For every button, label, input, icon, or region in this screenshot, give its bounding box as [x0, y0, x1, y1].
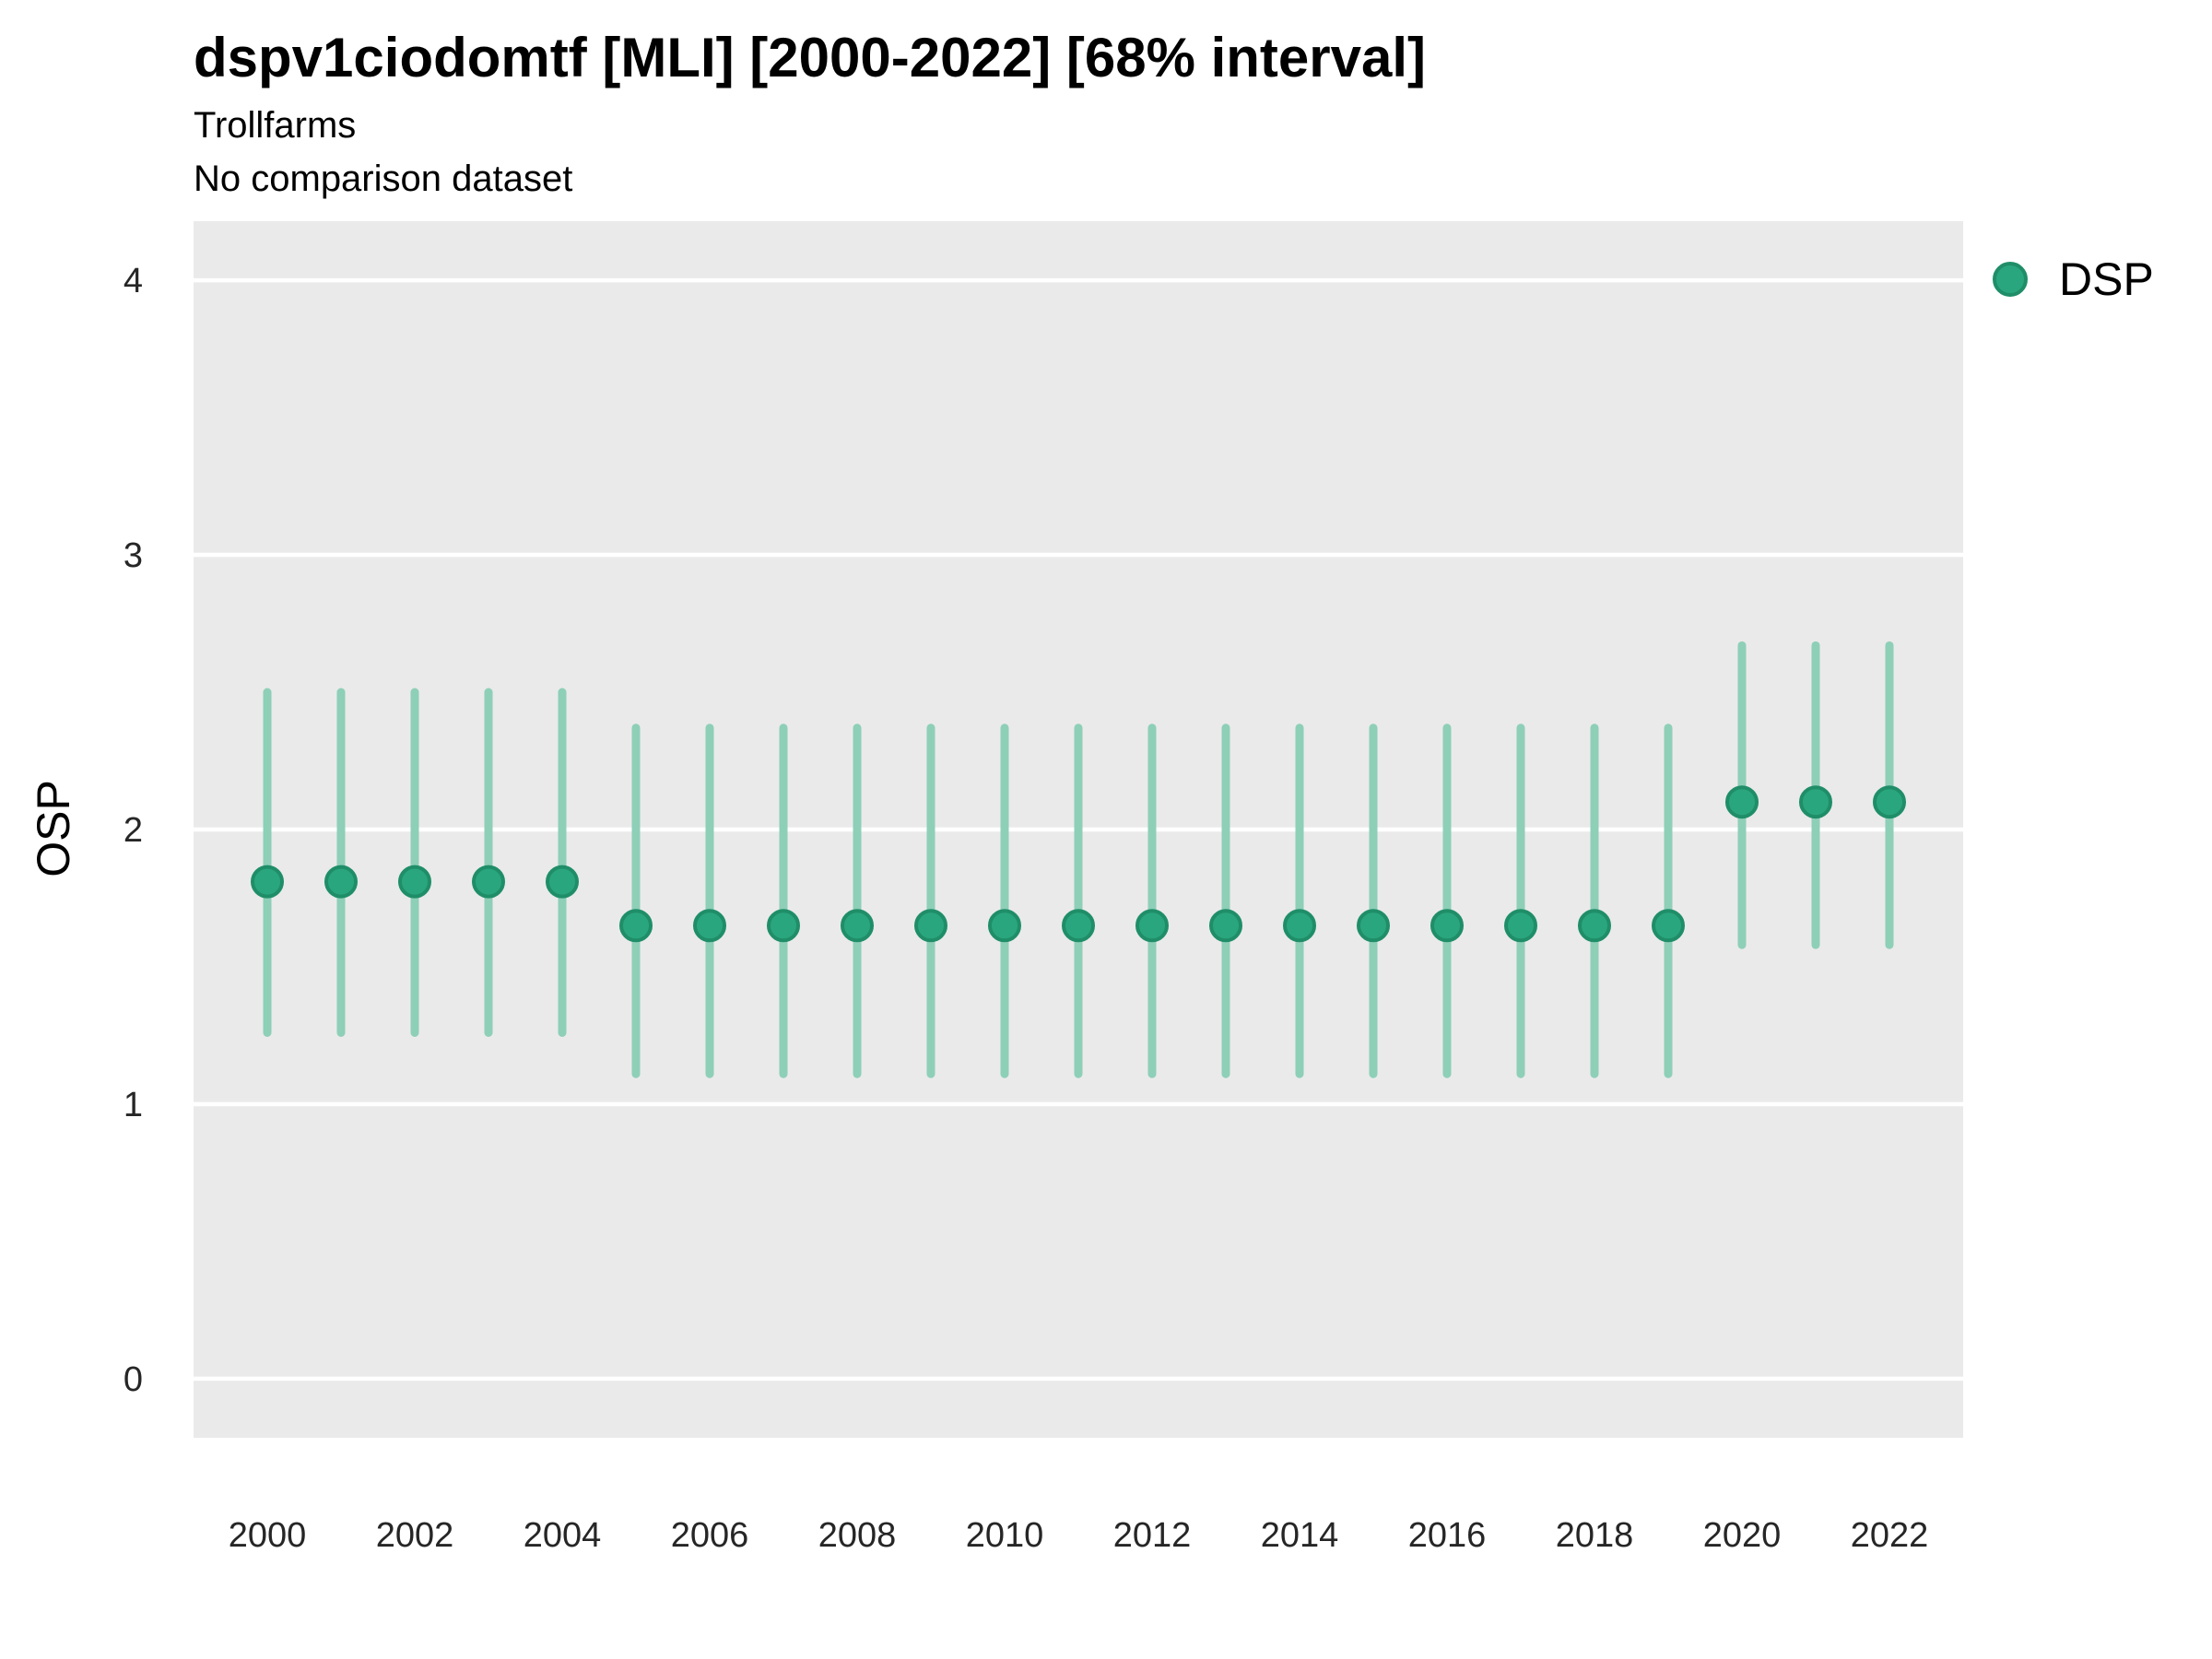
y-tick-label: 2 [124, 811, 143, 850]
x-tick-label: 2004 [524, 1516, 602, 1555]
point-marker-2012 [1135, 909, 1169, 943]
legend: DSP [1993, 256, 2154, 302]
point-marker-2020 [1725, 785, 1759, 819]
x-tick-label: 2020 [1703, 1516, 1782, 1555]
chart-title: dspv1ciodomtf [MLI] [2000-2022] [68% int… [194, 27, 1427, 88]
x-tick-label: 2018 [1556, 1516, 1634, 1555]
y-tick-label: 0 [124, 1360, 143, 1399]
point-marker-2018 [1578, 909, 1611, 943]
point-marker-2006 [693, 909, 726, 943]
point-marker-2016 [1430, 909, 1464, 943]
point-marker-2004 [546, 865, 579, 899]
point-marker-2014 [1283, 909, 1316, 943]
x-tick-label: 2014 [1261, 1516, 1339, 1555]
x-tick-label: 2006 [671, 1516, 749, 1555]
point-marker-2011 [1062, 909, 1095, 943]
x-tick-label: 2016 [1408, 1516, 1487, 1555]
point-marker-2017 [1504, 909, 1537, 943]
point-marker-2005 [619, 909, 653, 943]
point-marker-2007 [767, 909, 800, 943]
point-marker-2002 [398, 865, 431, 899]
point-marker-2009 [914, 909, 947, 943]
x-tick-label: 2002 [376, 1516, 454, 1555]
x-tick-label: 2000 [229, 1516, 307, 1555]
point-marker-2003 [472, 865, 505, 899]
point-marker-2000 [251, 865, 284, 899]
legend-label: DSP [2059, 253, 2154, 305]
point-marker-2019 [1652, 909, 1685, 943]
x-tick-label: 2022 [1851, 1516, 1929, 1555]
point-marker-2013 [1209, 909, 1242, 943]
y-tick-label: 1 [124, 1086, 143, 1124]
y-tick-label: 4 [124, 262, 143, 300]
chart-subtitle: Trollfarms [194, 105, 357, 146]
x-tick-label: 2008 [818, 1516, 897, 1555]
point-marker-2008 [841, 909, 874, 943]
chart-note: No comparison dataset [194, 159, 573, 199]
point-marker-2022 [1873, 785, 1906, 819]
point-marker-2015 [1357, 909, 1390, 943]
point-marker-2001 [324, 865, 358, 899]
point-marker-2010 [988, 909, 1021, 943]
x-tick-label: 2010 [966, 1516, 1044, 1555]
y-tick-label: 3 [124, 536, 143, 575]
legend-point-marker-icon [1993, 262, 2028, 297]
point-marker-2021 [1799, 785, 1832, 819]
x-tick-label: 2012 [1113, 1516, 1192, 1555]
